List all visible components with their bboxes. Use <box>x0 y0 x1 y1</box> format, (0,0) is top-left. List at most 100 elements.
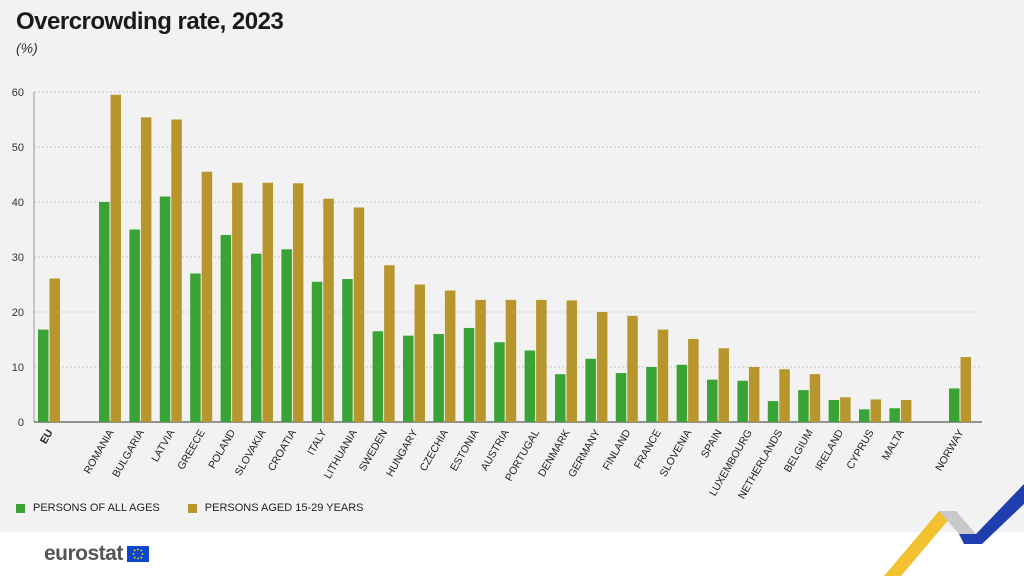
bar-all-ages-france <box>646 367 657 422</box>
bar-all-ages-ireland <box>828 400 840 422</box>
footer: eurostat <box>0 532 1024 576</box>
bar-youth-slovenia <box>688 338 699 422</box>
bar-youth-romania <box>110 94 121 422</box>
x-tick-label: LATVIA <box>149 428 177 465</box>
legend: PERSONS OF ALL AGES PERSONS AGED 15-29 Y… <box>16 502 364 514</box>
legend-label-all-ages: PERSONS OF ALL AGES <box>33 502 160 514</box>
x-tick-label: ITALY <box>305 428 329 458</box>
bar-youth-croatia <box>292 183 304 422</box>
bar-all-ages-poland <box>220 235 232 422</box>
x-tick-label: AUSTRIA <box>479 428 512 473</box>
x-tick-label: NORWAY <box>933 428 966 474</box>
bar-all-ages-cyprus <box>859 409 870 422</box>
y-tick-label: 30 <box>12 252 24 264</box>
bar-youth-greece <box>201 171 213 422</box>
bar-youth-france <box>657 329 669 422</box>
bar-all-ages-denmark <box>555 374 566 422</box>
bar-youth-germany <box>596 312 608 422</box>
logo-text: eurostat <box>44 542 123 565</box>
x-tick-label: SLOVAKIA <box>233 428 269 478</box>
bar-youth-finland <box>627 315 638 422</box>
x-tick-label: SLOVENIA <box>658 428 695 479</box>
bar-youth-malta <box>900 400 912 422</box>
x-tick-label: GREECE <box>175 428 208 472</box>
x-tick-label: ESTONIA <box>448 428 481 474</box>
legend-item-youth: PERSONS AGED 15-29 YEARS <box>187 502 364 514</box>
x-tick-label: CYPRUS <box>844 428 876 472</box>
bar-all-ages-czechia <box>433 334 444 422</box>
bar-youth-latvia <box>171 119 182 422</box>
x-tick-label: FINLAND <box>601 427 634 472</box>
bar-youth-hungary <box>414 284 425 422</box>
bar-youth-portugal <box>536 299 547 422</box>
x-tick-label: GERMANY <box>566 428 603 480</box>
bar-all-ages-portugal <box>524 350 536 422</box>
y-tick-label: 0 <box>18 417 24 429</box>
bar-all-ages-finland <box>615 373 627 422</box>
y-tick-label: 10 <box>12 362 24 374</box>
legend-item-all-ages: PERSONS OF ALL AGES <box>16 502 160 514</box>
bar-all-ages-romania <box>99 202 110 422</box>
bar-all-ages-norway <box>949 388 960 422</box>
bar-youth-ireland <box>840 397 851 422</box>
bar-all-ages-sweden <box>372 331 384 422</box>
bar-youth-czechia <box>444 290 456 422</box>
x-tick-label: BELGIUM <box>782 428 816 475</box>
bar-youth-sweden <box>384 265 395 422</box>
legend-swatch-all-ages <box>16 503 25 513</box>
bar-youth-poland <box>232 182 243 422</box>
x-tick-label: EU <box>38 428 56 447</box>
x-tick-label: SWEDEN <box>357 428 390 474</box>
bar-all-ages-belgium <box>798 390 809 422</box>
bar-all-ages-croatia <box>281 249 292 422</box>
bar-all-ages-bulgaria <box>129 229 140 422</box>
bar-all-ages-luxembourg <box>737 380 748 422</box>
bar-youth-luxembourg <box>748 367 760 422</box>
bar-youth-denmark <box>566 300 577 422</box>
bar-youth-slovakia <box>262 182 273 422</box>
bar-youth-norway <box>960 357 971 422</box>
x-tick-label: SPAIN <box>699 428 725 461</box>
bar-youth-netherlands <box>779 369 790 422</box>
legend-label-youth: PERSONS AGED 15-29 YEARS <box>204 502 364 514</box>
chart-title: Overcrowding rate, 2023 <box>16 8 284 35</box>
bar-all-ages-malta <box>889 408 900 422</box>
x-tick-label: IRELAND <box>813 427 846 473</box>
bar-all-ages-slovenia <box>676 364 688 422</box>
bar-youth-spain <box>718 348 729 422</box>
bar-youth-cyprus <box>870 399 881 422</box>
x-tick-label: CZECHIA <box>418 428 451 474</box>
bar-all-ages-austria <box>494 342 505 422</box>
bar-all-ages-netherlands <box>767 401 779 422</box>
x-tick-label: FRANCE <box>632 428 664 471</box>
y-tick-label: 60 <box>12 87 24 99</box>
bar-all-ages-lithuania <box>342 279 353 422</box>
bar-youth-lithuania <box>353 207 365 422</box>
legend-swatch-youth <box>187 503 197 513</box>
chart-subtitle: (%) <box>16 40 38 56</box>
bar-youth-eu <box>49 278 60 422</box>
decorative-stripes <box>884 484 1024 576</box>
x-tick-label: BULGARIA <box>110 428 147 480</box>
eurostat-logo: eurostat <box>44 542 149 566</box>
bar-youth-austria <box>505 299 517 422</box>
bar-youth-bulgaria <box>140 117 152 423</box>
y-tick-label: 50 <box>12 142 24 154</box>
x-tick-label: HUNGARY <box>384 428 421 479</box>
bar-all-ages-latvia <box>159 196 171 422</box>
bar-all-ages-hungary <box>403 335 414 422</box>
x-tick-label: ROMANIA <box>82 428 117 476</box>
x-tick-label: MALTA <box>880 428 907 463</box>
bar-all-ages-italy <box>311 281 323 422</box>
y-tick-label: 20 <box>12 307 24 319</box>
y-tick-label: 40 <box>12 197 24 209</box>
eu-flag-icon <box>126 546 149 562</box>
x-tick-label: POLAND <box>206 427 238 471</box>
bar-youth-estonia <box>475 299 486 422</box>
bar-all-ages-greece <box>190 273 201 422</box>
bar-all-ages-spain <box>707 379 718 422</box>
bar-all-ages-germany <box>585 358 596 422</box>
bar-all-ages-estonia <box>463 327 475 422</box>
bar-youth-italy <box>323 198 334 422</box>
